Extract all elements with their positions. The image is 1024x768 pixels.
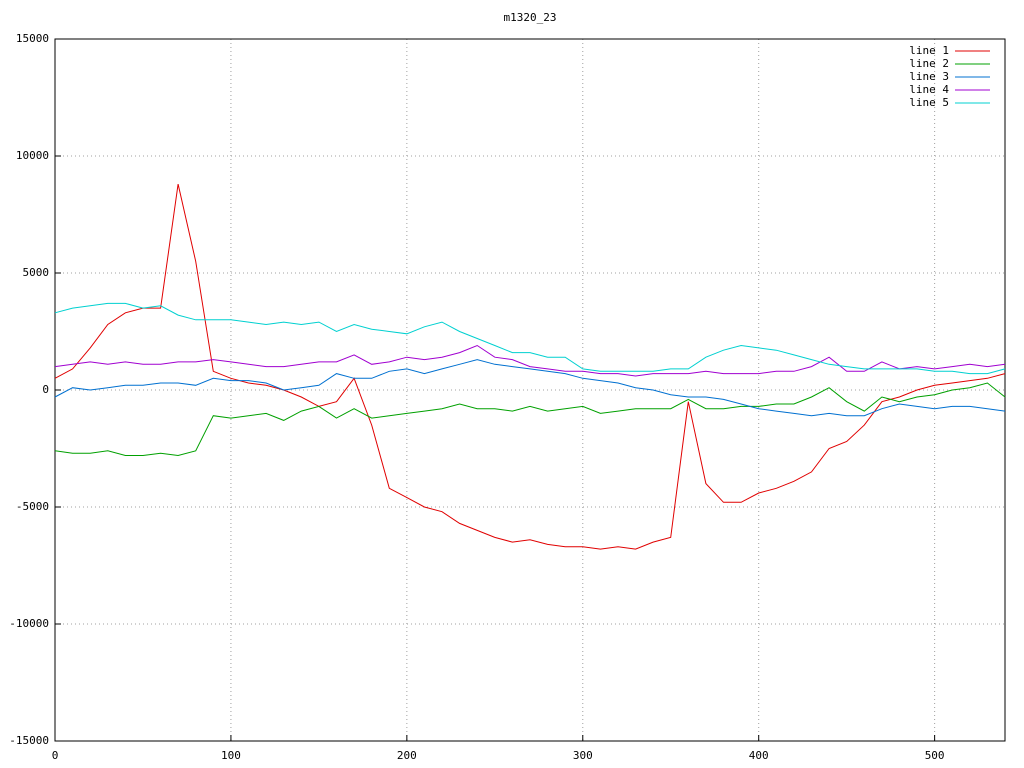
y-tick-label: 15000 bbox=[16, 32, 49, 45]
legend-label: line 1 bbox=[909, 44, 949, 57]
y-tick-label: 10000 bbox=[16, 149, 49, 162]
x-tick-label: 0 bbox=[52, 749, 59, 762]
x-tick-label: 500 bbox=[925, 749, 945, 762]
y-tick-label: 0 bbox=[42, 383, 49, 396]
legend-label: line 4 bbox=[909, 83, 949, 96]
y-tick-label: 5000 bbox=[23, 266, 50, 279]
y-tick-label: -10000 bbox=[9, 617, 49, 630]
legend-label: line 3 bbox=[909, 70, 949, 83]
y-tick-label: -5000 bbox=[16, 500, 49, 513]
x-tick-label: 100 bbox=[221, 749, 241, 762]
data-line bbox=[54, 359, 1006, 417]
data-line bbox=[54, 382, 1006, 457]
x-tick-label: 300 bbox=[573, 749, 593, 762]
legend-label: line 5 bbox=[909, 96, 949, 109]
chart-title: m1320_23 bbox=[504, 11, 557, 24]
x-tick-label: 200 bbox=[397, 749, 417, 762]
data-line bbox=[54, 344, 1006, 377]
x-tick-label: 400 bbox=[749, 749, 769, 762]
legend-label: line 2 bbox=[909, 57, 949, 70]
data-line bbox=[54, 183, 1006, 550]
data-line bbox=[54, 302, 1006, 375]
plot-frame bbox=[54, 38, 1006, 742]
y-tick-label: -15000 bbox=[9, 734, 49, 747]
